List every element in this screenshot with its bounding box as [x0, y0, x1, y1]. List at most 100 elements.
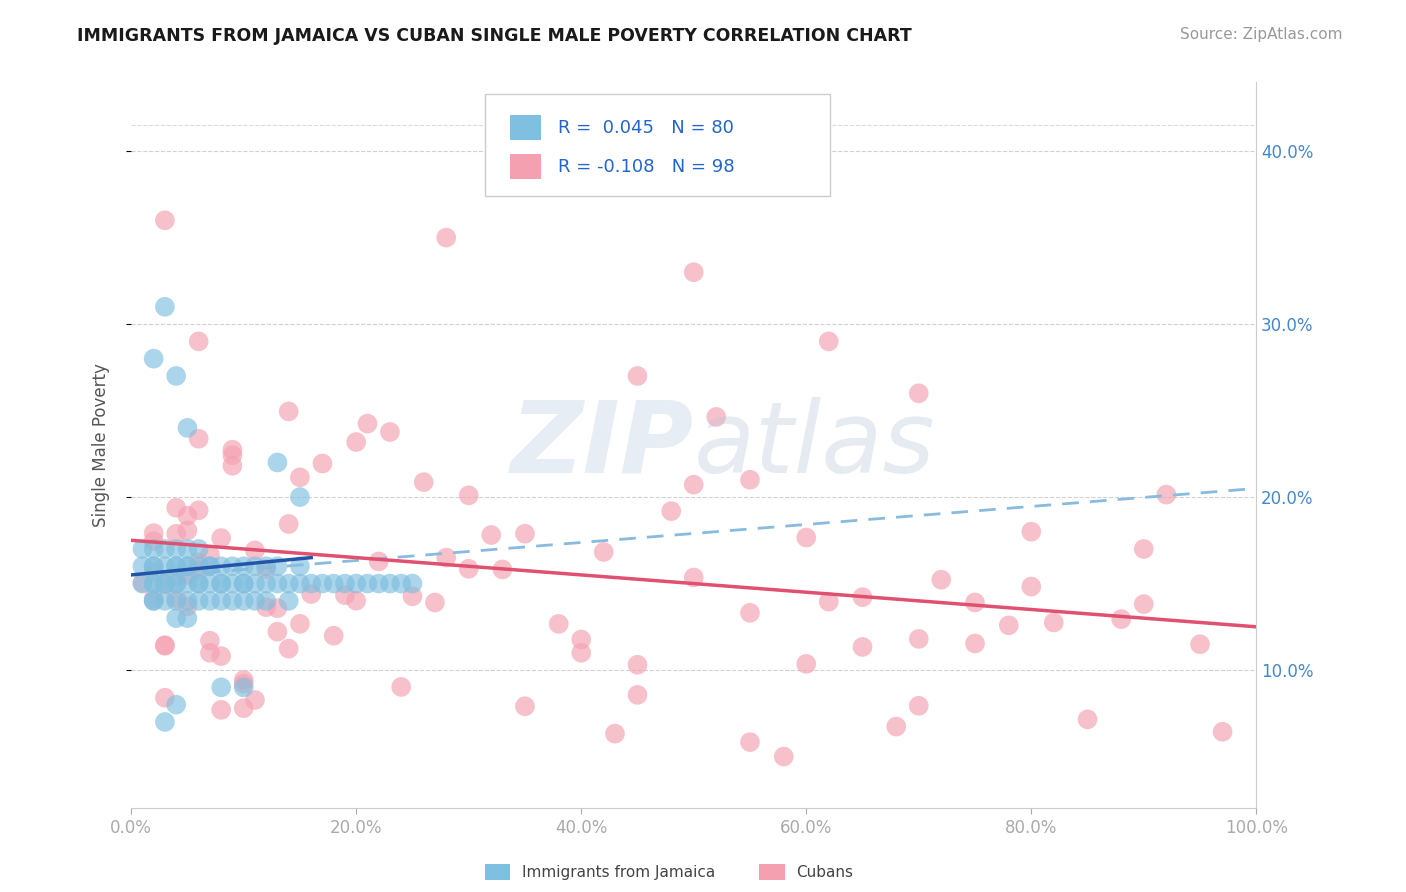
- Point: [153, 559, 176, 574]
- Point: [198, 646, 221, 660]
- Point: [254, 559, 277, 574]
- Point: [333, 588, 356, 602]
- Point: [165, 526, 187, 541]
- Point: [165, 368, 187, 383]
- Point: [817, 334, 839, 349]
- Point: [165, 591, 187, 606]
- Point: [176, 611, 198, 625]
- Point: [198, 559, 221, 574]
- Point: [626, 657, 648, 672]
- Point: [254, 600, 277, 615]
- Text: Source: ZipAtlas.com: Source: ZipAtlas.com: [1180, 27, 1343, 42]
- Point: [221, 442, 243, 457]
- Point: [165, 594, 187, 608]
- Point: [963, 636, 986, 650]
- Point: [682, 477, 704, 491]
- Point: [232, 701, 254, 715]
- Point: [187, 541, 209, 556]
- Point: [153, 541, 176, 556]
- Point: [626, 688, 648, 702]
- Point: [198, 559, 221, 574]
- Point: [243, 543, 266, 558]
- Point: [907, 632, 929, 646]
- Point: [142, 526, 165, 541]
- Point: [142, 534, 165, 549]
- Point: [187, 503, 209, 517]
- Point: [851, 590, 873, 604]
- Point: [288, 616, 311, 631]
- Point: [479, 528, 502, 542]
- Text: atlas: atlas: [693, 397, 935, 493]
- Point: [254, 562, 277, 576]
- Point: [434, 550, 457, 565]
- Point: [378, 576, 401, 591]
- Point: [243, 693, 266, 707]
- Point: [884, 720, 907, 734]
- Point: [153, 576, 176, 591]
- Point: [153, 577, 176, 591]
- Point: [288, 470, 311, 484]
- Point: [277, 516, 299, 531]
- Point: [142, 594, 165, 608]
- Point: [209, 703, 232, 717]
- Point: [288, 559, 311, 574]
- Point: [221, 576, 243, 591]
- Point: [569, 646, 592, 660]
- Point: [187, 576, 209, 591]
- Point: [142, 591, 165, 606]
- Point: [209, 594, 232, 608]
- Point: [997, 618, 1019, 632]
- Point: [434, 230, 457, 244]
- Point: [176, 524, 198, 538]
- Point: [277, 641, 299, 656]
- Point: [794, 531, 817, 545]
- Point: [243, 559, 266, 574]
- Point: [1133, 541, 1156, 556]
- Point: [209, 649, 232, 664]
- Point: [187, 432, 209, 446]
- Point: [626, 368, 648, 383]
- Point: [513, 699, 536, 714]
- Point: [142, 576, 165, 591]
- Point: [232, 576, 254, 591]
- Point: [142, 594, 165, 608]
- Point: [592, 545, 614, 559]
- Point: [209, 576, 232, 591]
- Point: [254, 594, 277, 608]
- Point: [232, 576, 254, 591]
- Point: [738, 735, 761, 749]
- Point: [389, 576, 412, 591]
- Point: [277, 404, 299, 418]
- Point: [187, 594, 209, 608]
- Point: [1189, 637, 1212, 651]
- Point: [165, 698, 187, 712]
- Point: [266, 601, 288, 615]
- Point: [277, 576, 299, 591]
- Point: [412, 475, 434, 490]
- Point: [423, 595, 446, 609]
- Y-axis label: Single Male Poverty: Single Male Poverty: [93, 363, 110, 527]
- Point: [682, 570, 704, 584]
- Point: [266, 576, 288, 591]
- Text: R = -0.108   N = 98: R = -0.108 N = 98: [558, 158, 735, 176]
- Point: [142, 576, 165, 591]
- Point: [142, 559, 165, 574]
- Point: [232, 677, 254, 691]
- Point: [198, 633, 221, 648]
- Point: [288, 490, 311, 504]
- Point: [232, 559, 254, 574]
- Text: Cubans: Cubans: [796, 865, 853, 880]
- Point: [1019, 524, 1042, 539]
- Point: [165, 576, 187, 591]
- Point: [1042, 615, 1064, 630]
- Point: [221, 594, 243, 608]
- Point: [1019, 580, 1042, 594]
- Point: [266, 455, 288, 469]
- Point: [187, 555, 209, 569]
- Point: [153, 639, 176, 653]
- Point: [153, 714, 176, 729]
- Point: [165, 541, 187, 556]
- Point: [344, 593, 367, 607]
- Point: [963, 595, 986, 609]
- Point: [851, 640, 873, 654]
